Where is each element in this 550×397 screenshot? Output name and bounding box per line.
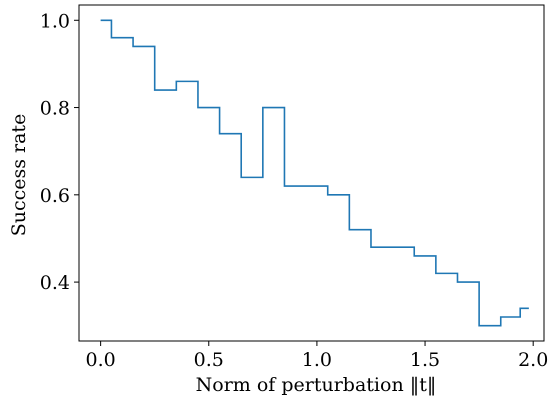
plot-frame: [78, 4, 545, 342]
y-tick-label: 1.0: [40, 10, 70, 32]
y-axis-label: Success rate: [8, 114, 30, 237]
x-tick-label: 1.5: [410, 349, 440, 371]
x-tick-label: 0.5: [194, 349, 224, 371]
x-tick-label: 1.0: [302, 349, 332, 371]
y-tick-label: 0.6: [40, 185, 70, 207]
x-axis-label: Norm of perturbation ‖t‖: [196, 374, 437, 396]
y-tick-label: 0.8: [40, 98, 70, 120]
x-tick-label: 2.0: [518, 349, 548, 371]
series-line-0: [100, 19, 529, 327]
plot-area: [78, 4, 545, 342]
y-tick-label: 0.4: [40, 272, 70, 294]
y-axis-ticks: 0.4 0.6 0.8 1.0: [40, 10, 79, 294]
x-tick-label: 0.0: [86, 349, 116, 371]
x-axis-ticks: 0.0 0.5 1.0 1.5 2.0: [86, 341, 548, 371]
